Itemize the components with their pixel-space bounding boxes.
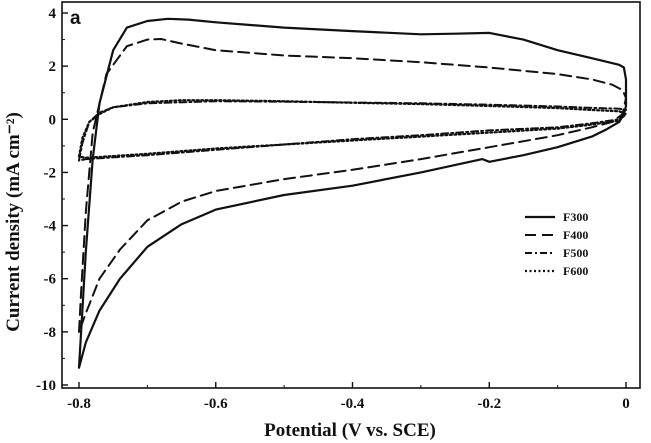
legend: F300 F400 F500 F600 — [525, 210, 588, 278]
series-f300-curve — [77, 17, 628, 369]
plot-frame — [61, 1, 641, 389]
legend-label-f600: F600 — [563, 264, 588, 278]
y-tick-label: -10 — [36, 378, 56, 394]
x-tick-label: -0.8 — [67, 396, 91, 412]
series-layer — [77, 17, 628, 369]
x-axis-label: Potential (V vs. SCE) — [264, 420, 436, 441]
legend-label-f500: F500 — [563, 246, 588, 260]
x-tick-label: -0.4 — [341, 396, 365, 412]
x-axis-ticks: -0.8 -0.6 -0.4 -0.2 0 — [67, 382, 630, 412]
y-tick-label: -4 — [44, 219, 57, 235]
y-axis-label: Current density (mA cm⁻²) — [3, 112, 24, 332]
x-tick-label: 0 — [622, 396, 630, 412]
y-tick-label: -2 — [44, 165, 57, 181]
legend-label-f400: F400 — [563, 228, 588, 242]
x-tick-label: -0.2 — [477, 396, 501, 412]
panel-label: a — [70, 8, 81, 29]
series-f400-curve — [78, 38, 627, 333]
legend-label-f300: F300 — [563, 210, 588, 224]
y-tick-label: 4 — [49, 6, 57, 22]
y-axis-ticks: -10 -8 -6 -4 -2 0 2 4 — [36, 6, 68, 394]
x-tick-label: -0.6 — [204, 396, 228, 412]
series-f600-curve — [77, 99, 628, 159]
y-tick-label: -6 — [44, 272, 57, 288]
series-f500-curve — [78, 100, 627, 162]
y-tick-label: 0 — [49, 112, 57, 128]
y-tick-label: -8 — [44, 325, 57, 341]
y-tick-label: 2 — [49, 59, 57, 75]
